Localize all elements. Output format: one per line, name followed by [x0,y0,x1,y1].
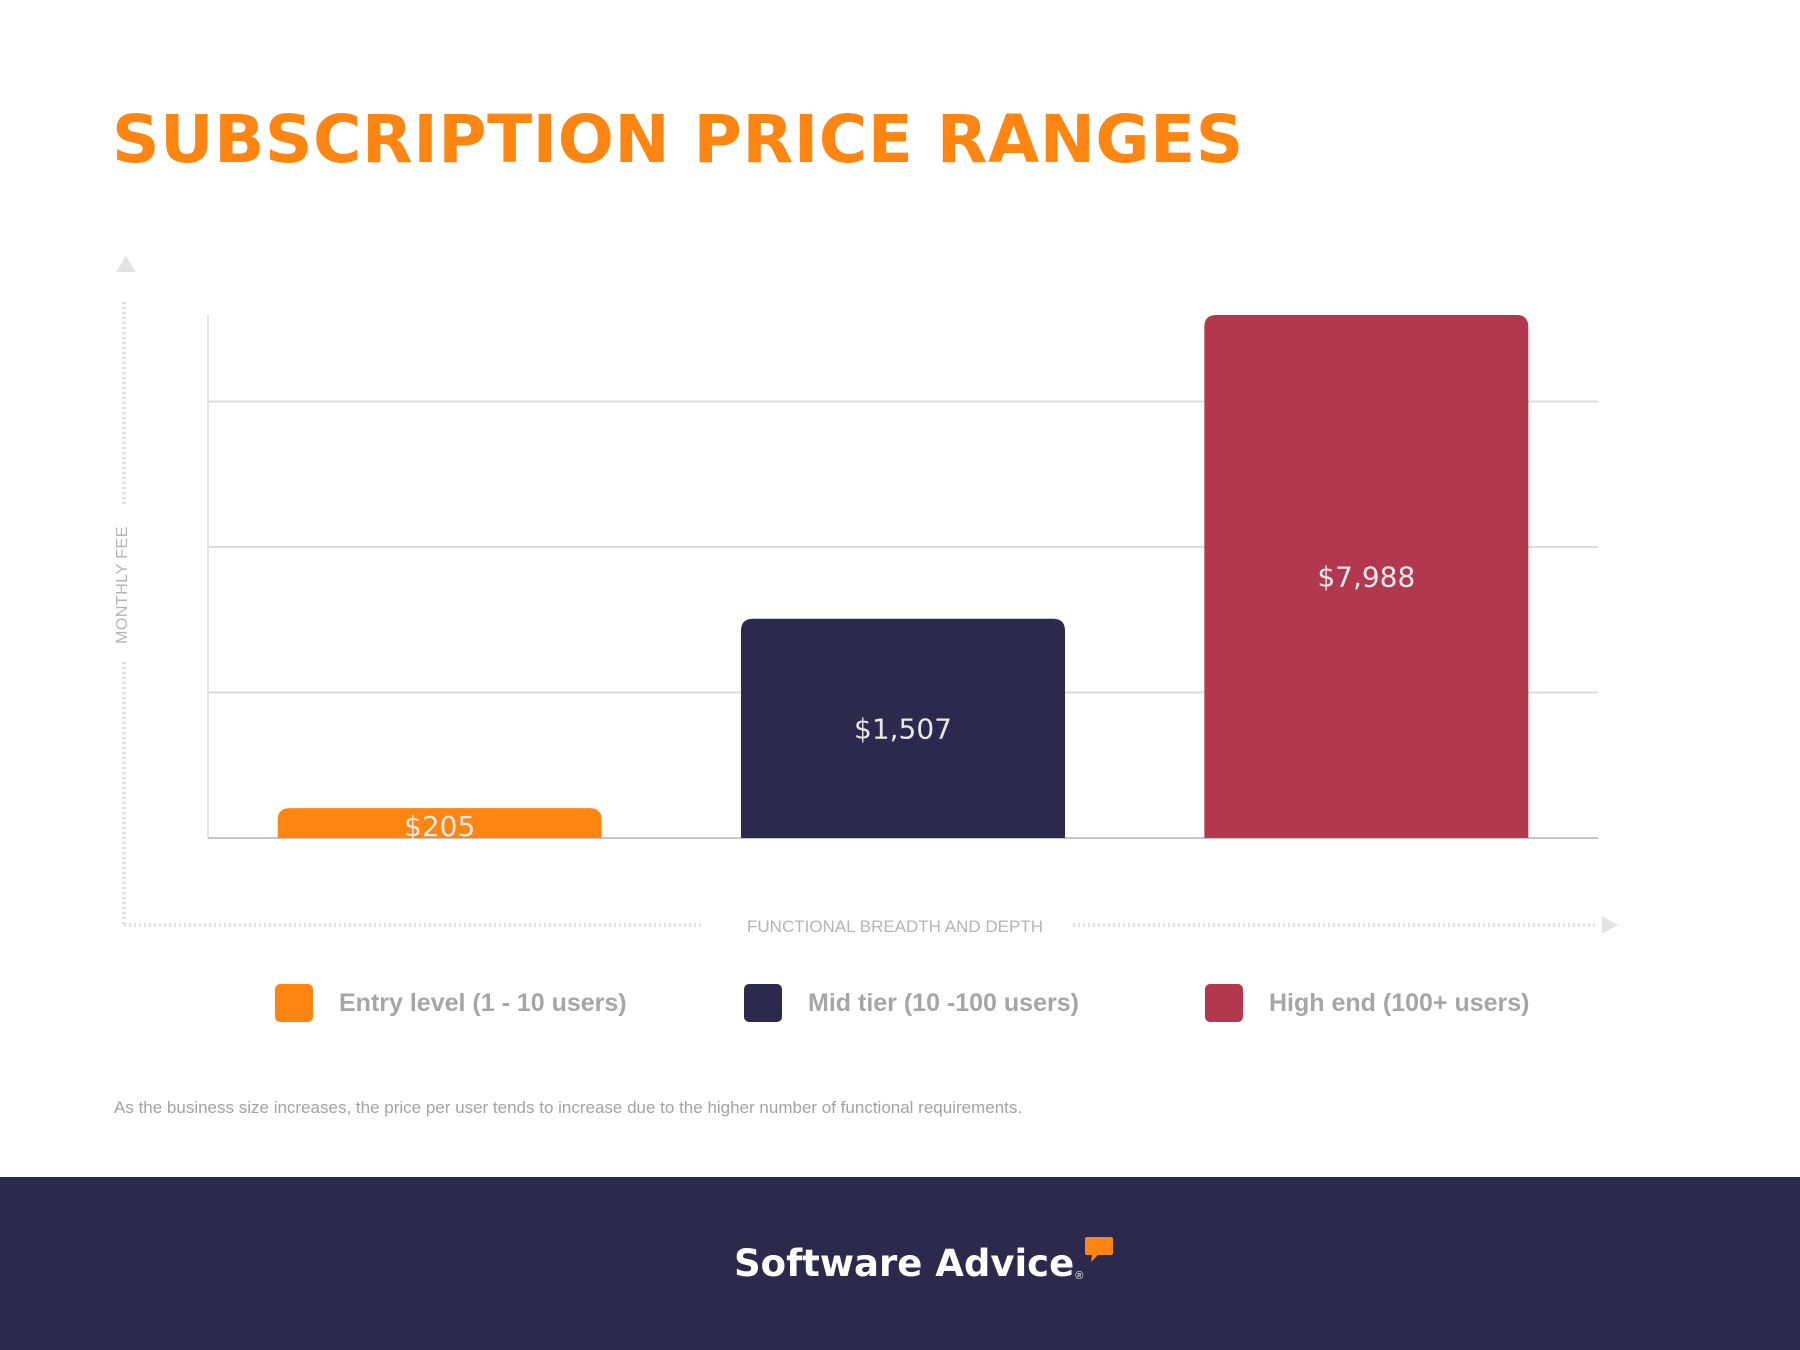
legend-label-high: High end (100+ users) [1269,988,1530,1017]
chart-title: SUBSCRIPTION PRICE RANGES [112,101,1244,178]
registered-mark: ® [1075,1270,1084,1282]
legend-label-mid: Mid tier (10 -100 users) [808,988,1079,1017]
bar-entry [277,808,602,838]
chart-caption: As the business size increases, the pric… [114,1098,1023,1117]
bar-value-labels: $205 $1,507 $7,988 [404,561,1415,844]
footer [0,1177,1800,1350]
legend-swatch-entry [275,984,313,1022]
brand-name: Software Advice [734,1242,1075,1285]
bars [277,315,1529,838]
legend-swatch-high [1205,984,1243,1022]
axes: MONTHLY FEE FUNCTIONAL BREADTH AND DEPTH [114,256,1618,936]
bar-value-label-entry: $205 [404,810,475,843]
bar-chart: MONTHLY FEE FUNCTIONAL BREADTH AND DEPTH… [114,256,1618,936]
bar-high [1204,315,1529,838]
legend: Entry level (1 - 10 users) Mid tier (10 … [0,984,1800,1028]
x-axis-arrow-icon [1602,916,1618,934]
x-axis-label: FUNCTIONAL BREADTH AND DEPTH [747,917,1043,936]
bar-mid [741,618,1065,838]
legend-swatch-mid [744,984,782,1022]
y-axis-label: MONTHLY FEE [114,526,131,644]
speech-bubble-icon [1085,1237,1114,1262]
bar-value-label-mid: $1,507 [854,712,952,745]
y-axis-arrow-icon [116,256,136,272]
legend-item-mid: Mid tier (10 -100 users) [744,984,1079,1022]
legend-item-entry: Entry level (1 - 10 users) [275,984,627,1022]
brand-logo: Software Advice ® [734,1237,1114,1288]
legend-item-high: High end (100+ users) [1205,984,1530,1022]
legend-label-entry: Entry level (1 - 10 users) [339,988,627,1017]
bar-value-label-high: $7,988 [1317,561,1415,594]
